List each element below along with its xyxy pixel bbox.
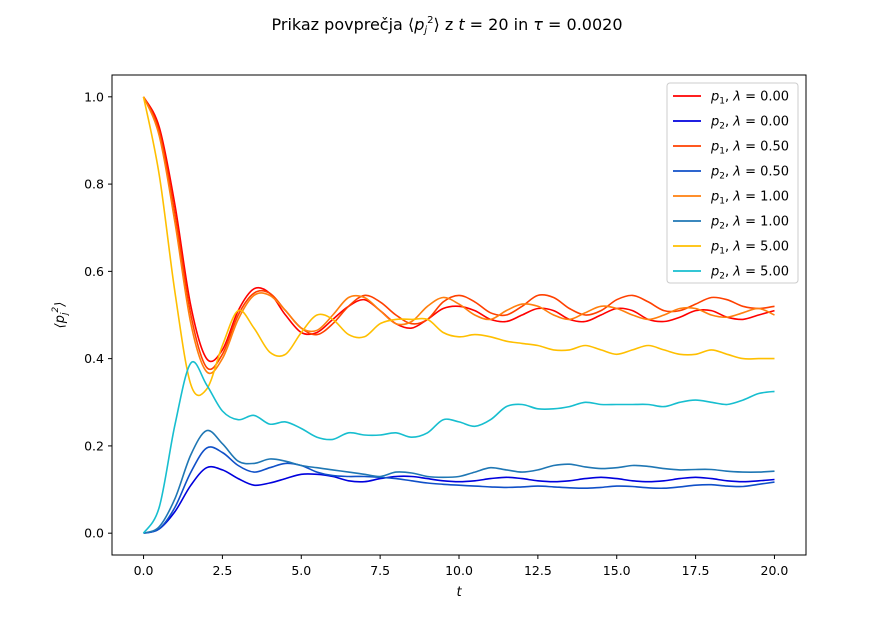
series-lines <box>142 96 775 534</box>
x-tick-label: 10.0 <box>445 563 473 578</box>
y-tick-label: 0.6 <box>84 264 104 279</box>
series-line-7 <box>142 360 775 534</box>
y-tick-label: 1.0 <box>84 89 104 104</box>
x-tick-label: 7.5 <box>370 563 390 578</box>
legend-label-2: p1, λ = 0.50 <box>710 140 789 157</box>
y-tick-label: 0.0 <box>84 526 104 541</box>
series-line-2 <box>142 96 775 371</box>
x-tick-label: 12.5 <box>524 563 552 578</box>
legend-box <box>666 82 799 284</box>
series-line-5 <box>143 429 775 534</box>
y-axis: 0.0 0.2 0.4 0.6 0.8 1.0 <box>84 89 112 541</box>
legend-label-4: p1, λ = 1.00 <box>710 190 789 207</box>
legend-label-0: p1, λ = 0.00 <box>710 90 789 107</box>
chart-title: Prikaz povprečja ⟨pj2⟩ z t = 20 in τ = 0… <box>272 15 623 36</box>
y-tick-label: 0.8 <box>84 177 104 192</box>
y-tick-label: 0.4 <box>84 351 104 366</box>
series-line-4 <box>142 96 775 375</box>
series-line-3 <box>143 446 775 534</box>
x-tick-label: 17.5 <box>682 563 710 578</box>
series-line-1 <box>143 465 775 534</box>
legend-label-3: p2, λ = 0.50 <box>710 165 789 182</box>
y-axis-label: ⟨pj2⟩ <box>51 302 70 329</box>
y-tick-label: 0.2 <box>84 438 104 453</box>
x-tick-label: 15.0 <box>603 563 631 578</box>
legend-label-1: p2, λ = 0.00 <box>710 115 789 132</box>
legend-label-6: p1, λ = 5.00 <box>710 240 789 257</box>
x-tick-label: 0.0 <box>134 563 154 578</box>
x-axis-label: t <box>456 585 462 600</box>
series-line-0 <box>142 96 775 363</box>
legend-label-7: p2, λ = 5.00 <box>710 265 789 282</box>
legend: p1, λ = 0.00 p2, λ = 0.00 p1, λ = 0.50 p2, … <box>666 82 799 284</box>
series-line-6 <box>142 96 775 397</box>
legend-label-5: p2, λ = 1.00 <box>710 215 789 232</box>
x-tick-label: 20.0 <box>761 563 789 578</box>
x-tick-label: 2.5 <box>212 563 232 578</box>
x-axis: 0.0 2.5 5.0 7.5 10.0 12.5 15.0 17.5 20.0 <box>134 555 789 578</box>
x-tick-label: 5.0 <box>291 563 311 578</box>
